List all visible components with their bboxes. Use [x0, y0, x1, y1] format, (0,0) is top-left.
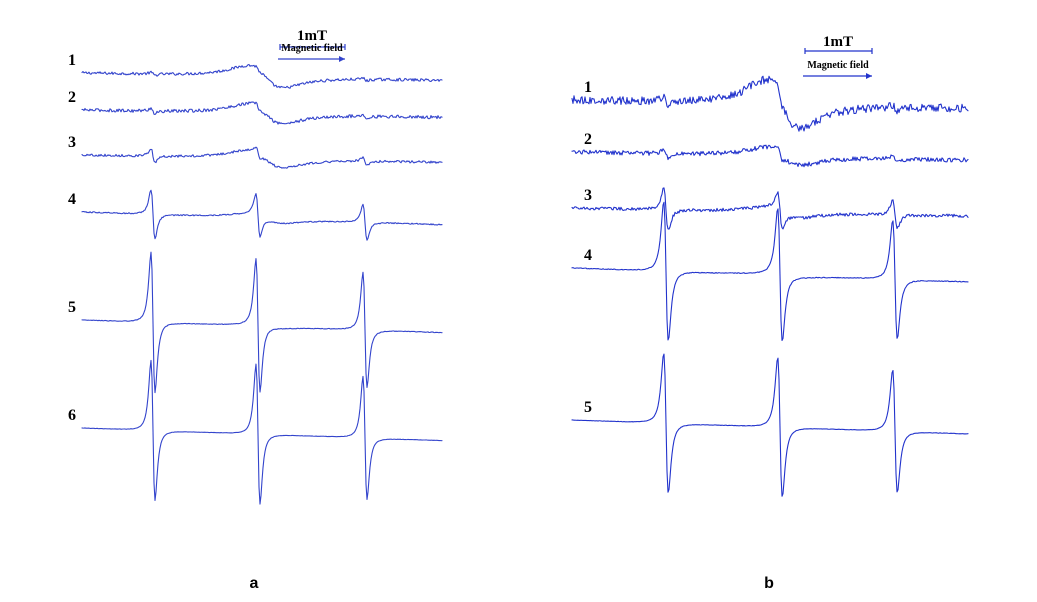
trace-label-3: 3	[584, 187, 592, 204]
scale-bar-caption: Magnetic field	[281, 43, 343, 54]
spectrum-trace-6	[81, 359, 443, 505]
panel-label-b: b	[764, 575, 774, 592]
scale-bar-value: 1mT	[823, 34, 853, 50]
trace-label-4: 4	[68, 191, 76, 208]
panel-label-a: a	[250, 575, 259, 592]
spectrum-trace-5	[81, 251, 443, 394]
trace-label-5: 5	[68, 299, 76, 316]
spectrum-trace-3	[81, 146, 443, 169]
spectrum-trace-1	[81, 63, 443, 89]
spectrum-trace-2	[571, 144, 969, 168]
scale-bar: 1mT Magnetic field	[803, 34, 873, 79]
trace-label-4: 4	[584, 247, 592, 264]
trace-label-5: 5	[584, 399, 592, 416]
spectrum-trace-4	[571, 201, 969, 342]
trace-label-3: 3	[68, 134, 76, 151]
trace-label-1: 1	[68, 52, 76, 69]
trace-label-6: 6	[68, 407, 76, 424]
spectrum-trace-4	[81, 189, 443, 241]
panel-b: 1 2 3 4 5 1mT Magnetic field b	[571, 34, 969, 592]
spectrum-trace-1	[571, 75, 969, 132]
spectrum-trace-3	[571, 187, 969, 230]
trace-label-2: 2	[68, 89, 76, 106]
trace-label-2: 2	[584, 131, 592, 148]
trace-label-1: 1	[584, 79, 592, 96]
spectrum-trace-2	[81, 101, 443, 125]
scale-bar-caption: Magnetic field	[807, 60, 869, 71]
spectrum-trace-5	[571, 353, 969, 497]
scale-bar-value: 1mT	[297, 28, 327, 44]
